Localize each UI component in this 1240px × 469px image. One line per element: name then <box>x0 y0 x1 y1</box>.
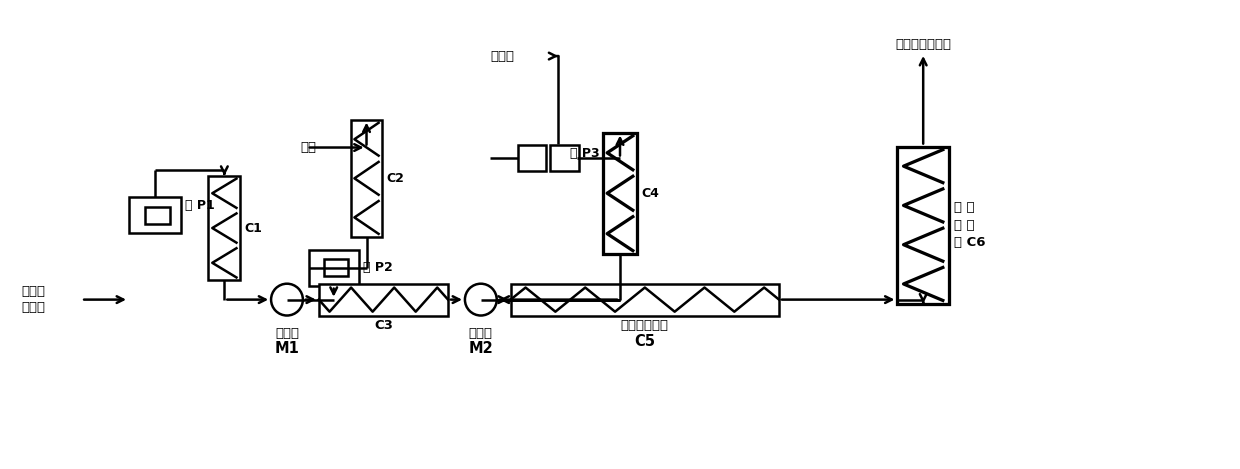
Text: 器 C6: 器 C6 <box>954 236 986 250</box>
Circle shape <box>272 284 303 316</box>
Text: M2: M2 <box>469 341 494 356</box>
Bar <box>518 145 547 172</box>
Circle shape <box>465 284 497 316</box>
Bar <box>898 146 949 303</box>
Text: 泵 P2: 泵 P2 <box>362 261 392 274</box>
Text: 补 充: 补 充 <box>954 201 975 214</box>
Text: 泵 P3: 泵 P3 <box>570 147 600 160</box>
Text: C2: C2 <box>387 172 404 185</box>
Text: 醚溶液: 醚溶液 <box>21 301 46 314</box>
Text: C4: C4 <box>641 187 658 200</box>
Text: 反 应: 反 应 <box>954 219 975 232</box>
Text: 泵 P1: 泵 P1 <box>185 199 215 212</box>
Bar <box>551 145 579 172</box>
Bar <box>325 259 348 276</box>
Bar <box>511 284 779 316</box>
Bar <box>351 120 382 237</box>
Bar <box>603 133 637 254</box>
Bar <box>145 206 170 224</box>
Text: M1: M1 <box>274 341 299 356</box>
Bar <box>319 284 448 316</box>
Text: 混合器: 混合器 <box>275 327 299 340</box>
Bar <box>129 197 181 233</box>
Text: C5: C5 <box>635 334 656 349</box>
Text: 催化剖: 催化剖 <box>491 50 515 62</box>
Text: 烯醇硅: 烯醇硅 <box>21 285 46 298</box>
Text: 主管道反应器: 主管道反应器 <box>621 319 668 333</box>
Text: 乙醉: 乙醉 <box>300 141 316 154</box>
Text: 反应产物溶液，: 反应产物溶液， <box>895 38 951 51</box>
Text: C1: C1 <box>244 221 262 234</box>
Text: C3: C3 <box>374 319 393 333</box>
Bar <box>208 176 241 280</box>
Text: 混合器: 混合器 <box>469 327 492 340</box>
Bar <box>309 250 358 286</box>
